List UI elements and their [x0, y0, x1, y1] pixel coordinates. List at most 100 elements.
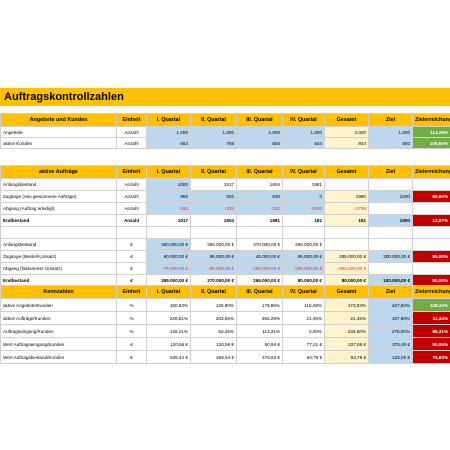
- unit-cell: €: [116, 337, 147, 351]
- row-label: Anfangsbestand: [0, 238, 117, 251]
- value-cell: 126,90%: [190, 298, 237, 312]
- value-cell: [324, 238, 369, 251]
- column-header: IV. Quartal: [282, 113, 325, 127]
- unit-cell: Anzahl: [116, 190, 147, 203]
- value-cell: 108,33%: [412, 298, 450, 312]
- value-cell: 355.000,00 €: [190, 238, 237, 251]
- value-cell: -1800: [282, 202, 325, 215]
- data-row: Abgang (Auftrag erledigt) Anzahl -333 -333-…: [0, 202, 450, 215]
- value-cell: 95,00%: [412, 250, 450, 263]
- column-header: II. Quartal: [190, 285, 237, 299]
- value-cell: 21,45%: [282, 311, 325, 325]
- value-cell: -253: [236, 202, 283, 215]
- value-cell: 1.000: [282, 126, 325, 138]
- data-row: Zugänge (Bestell-Umsatz) €80.000,00 €95.0…: [0, 250, 450, 263]
- value-cell: 75,83%: [412, 350, 450, 364]
- value-cell: 125,00 €: [368, 350, 413, 364]
- data-row: Anfangsbestand €350.000,00 €355.000,00 €3…: [0, 238, 450, 251]
- value-cell: 77,01 €: [282, 337, 325, 351]
- unit-cell: €: [116, 350, 147, 364]
- unit-cell: €: [116, 262, 147, 275]
- value-cell: 556: [236, 137, 283, 149]
- value-cell: 300.000,00 €: [368, 250, 413, 263]
- value-cell: 1.000: [236, 126, 283, 138]
- value-cell: 94,79 €: [324, 350, 369, 364]
- unit-cell: €: [116, 238, 147, 251]
- value-cell: 476,62 €: [236, 350, 283, 364]
- value-cell: 203,55%: [190, 311, 237, 325]
- header-row: Angebote und Kunden Einheit I. Quartal II. …: [0, 113, 450, 127]
- value-cell: 788: [190, 137, 237, 149]
- value-cell: 113,31%: [236, 324, 283, 338]
- value-cell: 85,31%: [412, 324, 450, 338]
- row-label: Endbestand: [0, 214, 117, 227]
- value-cell: -2799: [324, 202, 369, 215]
- unit-cell: Anzahl: [116, 202, 147, 215]
- section-table: aktive Aufträge Einheit I. Quartal II. Quar…: [0, 165, 450, 287]
- unit-cell: Anzahl: [116, 178, 147, 191]
- data-row: aktive Aufträge/Kunden% 228,81% 203,55% 356…: [0, 311, 450, 325]
- column-header: Einheit: [116, 113, 147, 127]
- row-label: Abgang (fakturierter Umsatz): [0, 262, 117, 275]
- value-cell: -80.000,00 €: [190, 262, 237, 275]
- value-cell: [412, 238, 450, 251]
- unit-cell: Anzahl: [116, 214, 147, 227]
- value-cell: 90,05%: [412, 337, 450, 351]
- value-cell: 187,50%: [368, 311, 413, 325]
- column-header: Gesamt: [324, 113, 369, 127]
- value-cell: [368, 262, 413, 275]
- value-cell: 370.000,00 €: [236, 238, 283, 251]
- spacer-row: [0, 226, 450, 239]
- row-label: Zugänge (Bestell-Umsatz): [0, 250, 117, 263]
- value-cell: 105,50%: [412, 137, 450, 149]
- value-cell: 1980: [324, 190, 369, 203]
- row-label: aktive Angebote/Kunden: [0, 298, 117, 312]
- data-row: aktive Angebote/Kunden% 150,83% 126,90% 179…: [0, 298, 450, 312]
- value-cell: 663: [146, 137, 191, 149]
- column-header: II. Quartal: [190, 165, 237, 179]
- value-cell: 65.000,00 €: [282, 250, 325, 263]
- value-cell: 150,83%: [146, 298, 191, 312]
- row-label: Abgang (Auftrag erledigt): [0, 202, 117, 215]
- value-cell: 0: [282, 190, 325, 203]
- value-cell: 21,45%: [324, 311, 369, 325]
- value-cell: 265.000,00 €: [282, 238, 325, 251]
- value-cell: [412, 178, 450, 191]
- data-row: aktive Kunden Anzahl 663 788 556 844 844 800 105…: [0, 137, 450, 149]
- value-cell: 1981: [282, 178, 325, 191]
- value-cell: [324, 178, 369, 191]
- value-cell: 181: [282, 214, 325, 227]
- value-cell: 500: [190, 190, 237, 203]
- value-cell: 1517: [190, 178, 237, 191]
- value-cell: 850: [146, 190, 191, 203]
- value-cell: 1500: [368, 214, 413, 227]
- value-cell: 181: [324, 214, 369, 227]
- value-cell: 90,00%: [412, 190, 450, 203]
- column-header: III. Quartal: [236, 285, 283, 299]
- unit-cell: %: [116, 324, 147, 338]
- value-cell: 120,56 €: [190, 337, 237, 351]
- value-cell: 228,81%: [146, 311, 191, 325]
- value-cell: [412, 262, 450, 275]
- value-cell: 0,00%: [282, 324, 325, 338]
- value-cell: 118,48%: [282, 298, 325, 312]
- value-cell: [368, 178, 413, 191]
- value-cell: 375,00 €: [368, 337, 413, 351]
- value-cell: 1.000: [146, 126, 191, 138]
- column-header: IV. Quartal: [282, 165, 325, 179]
- row-label: Zugänge (neu gewonnene Aufträge): [0, 190, 117, 203]
- value-cell: 80,94 €: [236, 337, 283, 351]
- value-cell: 1.000: [190, 126, 237, 138]
- column-header: I. Quartal: [146, 165, 191, 179]
- unit-cell: €: [116, 250, 147, 263]
- row-label: Anfangsbestand: [0, 178, 117, 191]
- value-cell: 128,21%: [146, 324, 191, 338]
- value-cell: 179,86%: [236, 298, 283, 312]
- value-cell: 844: [282, 137, 325, 149]
- unit-cell: Anzahl: [116, 137, 147, 149]
- sheet-title: Auftragskontrollzahlen: [0, 88, 450, 106]
- column-header: aktive Aufträge: [0, 165, 117, 179]
- value-cell: 800: [368, 137, 413, 149]
- data-row: Endbestand Anzahl 1517 1604 1981 181 181 1500 12…: [0, 214, 450, 227]
